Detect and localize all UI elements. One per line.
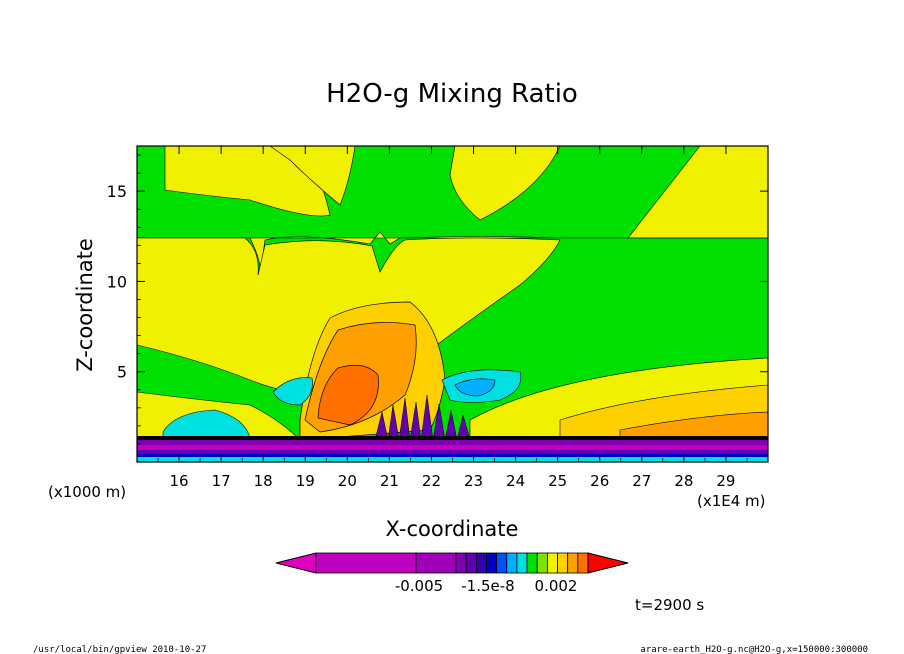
colorbar-swatch (536, 552, 548, 574)
x-tick-label: 21 (380, 472, 399, 490)
x-unit-right: (x1E4 m) (697, 492, 766, 510)
field-blue-pocket-c (454, 378, 496, 397)
colorbar-swatch (506, 552, 518, 574)
colorbar-swatch (496, 552, 508, 574)
colorbar-arrow-right (587, 552, 629, 574)
x-tick-label: 22 (422, 472, 441, 490)
x-tick-label: 27 (632, 472, 651, 490)
colorbar-swatch (516, 552, 528, 574)
field-yellow-plume-right (449, 146, 561, 221)
colorbar-swatch (577, 552, 589, 574)
plot-area (137, 146, 768, 462)
x-tick-label: 20 (338, 472, 357, 490)
field-bl-purple (137, 440, 768, 445)
y-ticks: 5 10 15 (107, 154, 768, 445)
colorbar-labels: -0.005 -1.5e-8 0.002 (395, 577, 578, 595)
x-tick-label: 16 (170, 472, 189, 490)
colorbar-arrow-left (275, 552, 317, 574)
field-bl-purple-2 (137, 450, 768, 454)
colorbar-swatch (557, 552, 569, 574)
x-unit-left: (x1000 m) (48, 483, 126, 501)
field-orange-lower-right (619, 411, 768, 441)
colorbar-swatch (526, 552, 538, 574)
x-axis-label: X-coordinate (386, 517, 519, 541)
colorbar-swatch (465, 552, 477, 574)
field-cyan-pocket-a (272, 377, 313, 406)
field-spikes (374, 394, 471, 441)
field-bl-blue (137, 454, 768, 457)
colorbar-swatch (567, 552, 579, 574)
field-bl-dark (137, 436, 768, 440)
colorbar-swatch (415, 552, 457, 574)
field-tower-core (317, 364, 379, 426)
colorbar-swatch (475, 552, 487, 574)
field-yellow-plume-mid (269, 146, 356, 206)
x-ticks: 16 17 18 19 20 21 22 23 24 25 26 27 28 29 (136, 146, 769, 490)
x-tick-label: 29 (716, 472, 735, 490)
x-tick-label: 26 (590, 472, 609, 490)
y-tick-label: 5 (117, 363, 127, 382)
field-yellow-band-left (137, 231, 768, 276)
x-tick-label: 19 (296, 472, 315, 490)
x-tick-label: 25 (548, 472, 567, 490)
x-tick-label: 18 (254, 472, 273, 490)
colorbar-swatch (315, 552, 417, 574)
colorbar-swatch (455, 552, 467, 574)
x-tick-label: 28 (674, 472, 693, 490)
footer-left: /usr/local/bin/gpview 2010-10-27 (33, 645, 206, 654)
colorbar-tick-label: -0.005 (395, 577, 443, 595)
colorbar (275, 552, 629, 574)
y-tick-label: 10 (107, 272, 127, 291)
y-tick-label: 15 (107, 182, 127, 201)
colorbar-swatch (486, 552, 498, 574)
x-tick-label: 17 (212, 472, 231, 490)
x-tick-label: 24 (506, 472, 525, 490)
colorbar-tick-label: -1.5e-8 (461, 577, 514, 595)
colorbar-swatch (546, 552, 558, 574)
colorbar-tick-label: 0.002 (535, 577, 578, 595)
field-bl-magenta (137, 445, 768, 450)
time-label: t=2900 s (635, 596, 704, 614)
x-tick-label: 23 (464, 472, 483, 490)
field-cyan-pocket-b (162, 409, 251, 439)
y-axis-label: Z-coordinate (73, 238, 97, 372)
footer-right: arare-earth_H2O-g.nc@H2O-g,x=150000:3000… (640, 645, 868, 654)
chart-title: H2O-g Mixing Ratio (326, 79, 578, 109)
